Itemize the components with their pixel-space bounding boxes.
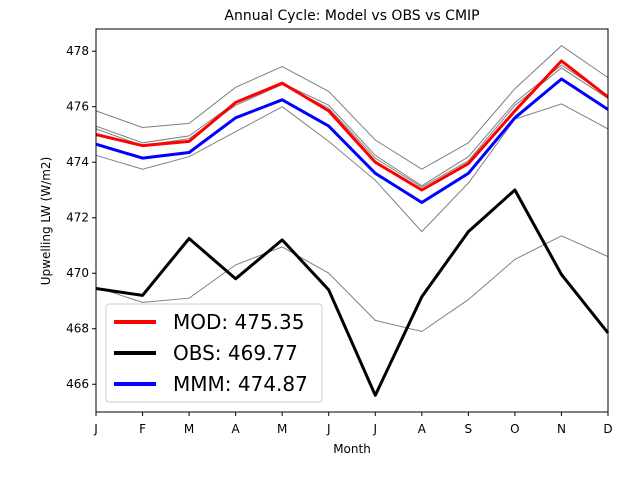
y-tick-label: 472: [66, 211, 89, 225]
x-tick-label: F: [139, 422, 146, 436]
x-tick-label: J: [93, 422, 98, 436]
chart-title: Annual Cycle: Model vs OBS vs CMIP: [224, 8, 479, 24]
cmip-member-line-1: [95, 45, 609, 170]
y-axis-ticks: 466 468 470 472 474 476 478: [66, 44, 96, 391]
x-tick-label: M: [184, 422, 194, 436]
cmip-member-line-5: [95, 235, 609, 333]
y-tick-label: 478: [66, 44, 89, 58]
mmm-legend-label: MMM: 474.87: [173, 372, 308, 396]
cmip-member-line-3: [95, 67, 609, 188]
mod-legend-label: MOD: 475.35: [173, 310, 304, 334]
x-tick-label: S: [465, 422, 473, 436]
obs-legend-label: OBS: 469.77: [173, 341, 298, 365]
x-tick-label: N: [557, 422, 566, 436]
legend: MOD: 475.35 OBS: 469.77 MMM: 474.87: [105, 303, 323, 403]
obs-series-line: [95, 188, 610, 397]
y-tick-label: 468: [66, 322, 89, 336]
y-tick-label: 466: [66, 377, 89, 391]
x-tick-label: D: [603, 422, 612, 436]
x-tick-label: J: [372, 422, 377, 436]
y-tick-label: 476: [66, 100, 89, 114]
mod-series-line: [95, 59, 609, 192]
x-tick-label: J: [326, 422, 331, 436]
x-tick-label: M: [277, 422, 287, 436]
y-axis-label: Upwelling LW (W/m2): [39, 157, 53, 286]
cmip-member-line-4: [95, 103, 609, 233]
x-tick-label: O: [510, 422, 519, 436]
mmm-series-line: [95, 77, 609, 204]
legend-box: [105, 303, 323, 403]
y-tick-label: 470: [66, 266, 89, 280]
plot-frame: [95, 28, 609, 413]
cmip-member-line-2: [95, 64, 609, 187]
plot-lines: [95, 45, 610, 397]
x-tick-label: A: [418, 422, 427, 436]
x-axis-label: Month: [333, 442, 371, 456]
y-tick-label: 474: [66, 155, 89, 169]
x-tick-label: A: [232, 422, 241, 436]
